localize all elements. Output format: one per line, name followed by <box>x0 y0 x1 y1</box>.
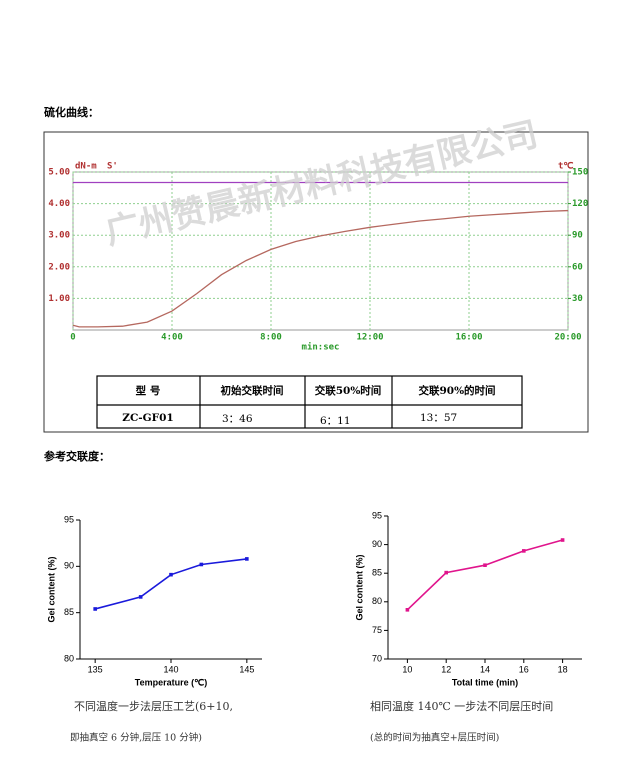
x-tick-label: 10 <box>402 664 412 674</box>
y-tick-label: 2.00 <box>48 262 70 272</box>
y-tick-label: 85 <box>64 607 74 617</box>
y-tick-label: 80 <box>64 653 74 663</box>
y-tick-label: 70 <box>372 653 382 663</box>
x-tick-label: 0 <box>70 333 75 343</box>
x-axis-label: Total time (min) <box>452 677 518 687</box>
data-point <box>93 607 97 611</box>
table-border <box>96 375 523 429</box>
y2-tick-label: 90 <box>572 231 583 241</box>
watermark: 广州赞晨新材料科技有限公司 <box>102 114 542 252</box>
y-tick-label: 4.00 <box>48 199 70 209</box>
x-tick-label: 16 <box>519 664 529 674</box>
section-heading: 硫化曲线： <box>44 105 99 119</box>
y-tick-label: 90 <box>372 539 382 549</box>
y2-tick-label: 150 <box>572 168 588 178</box>
data-point <box>522 549 526 553</box>
data-point <box>199 562 204 567</box>
y-axis-label: dN-m <box>75 162 97 172</box>
x-axis-label: min:sec <box>302 342 340 353</box>
x-tick-label: 4:00 <box>161 333 183 343</box>
series-line <box>406 539 563 611</box>
series-line <box>94 558 247 610</box>
data-point <box>169 572 173 577</box>
table <box>96 375 523 429</box>
rheometer-frame <box>43 131 589 433</box>
x-tick-label: 140 <box>163 664 178 674</box>
table-header: 型 号 <box>136 384 161 397</box>
table-header: 初始交联时间 <box>221 384 284 397</box>
caption: 即抽真空 6 分钟,层压 10 分钟) <box>70 732 202 744</box>
x-tick-label: 18 <box>558 664 568 674</box>
table-cell: ZC-GF01 <box>122 412 173 424</box>
x-tick-label: 16:00 <box>455 333 482 343</box>
y-tick-label: 95 <box>64 514 74 524</box>
x-axis-label: Temperature (℃) <box>135 677 207 687</box>
y-axis-label: Gel content (%) <box>46 556 56 622</box>
plot-area <box>72 171 569 331</box>
x-tick-label: 14 <box>480 664 490 674</box>
series-name: t℃ <box>558 161 574 172</box>
x-tick-label: 20:00 <box>554 333 581 343</box>
table-cell: 3：46 <box>222 413 253 425</box>
x-tick-label: 135 <box>88 664 103 674</box>
table-cell: 6：11 <box>320 415 351 427</box>
y-tick-label: 75 <box>372 625 382 635</box>
data-point <box>560 538 565 542</box>
y2-tick-label: 60 <box>572 262 583 272</box>
caption: 相同温度 140℃ 一步法不同层压时间 <box>370 699 553 713</box>
x-tick-label: 12 <box>441 664 451 674</box>
section-heading: 参考交联度： <box>44 449 110 463</box>
series-name: S' <box>107 162 118 172</box>
y-tick-label: 80 <box>372 596 382 606</box>
x-tick-label: 8:00 <box>260 333 282 343</box>
data-point <box>483 563 487 567</box>
y-axis-label: Gel content (%) <box>354 554 364 620</box>
data-point <box>138 595 143 599</box>
caption: 不同温度一步法层压工艺(6+10, <box>74 699 233 713</box>
data-point <box>405 608 410 612</box>
data-point <box>444 570 448 575</box>
y-tick-label: 85 <box>372 568 382 578</box>
y-tick-label: 90 <box>64 561 74 571</box>
series-line <box>72 209 569 328</box>
y-tick-label: 95 <box>372 510 382 520</box>
y-tick-label: 1.00 <box>48 294 70 304</box>
data-point <box>245 557 249 561</box>
y-tick-label: 5.00 <box>48 168 70 178</box>
table-header: 交联50%时间 <box>315 384 382 397</box>
table-cell: 13：57 <box>420 412 457 424</box>
y2-tick-label: 120 <box>572 199 588 209</box>
x-tick-label: 12:00 <box>356 333 383 343</box>
y-tick-label: 3.00 <box>48 231 70 241</box>
table-header: 交联90%的时间 <box>418 384 495 397</box>
x-tick-label: 145 <box>239 664 254 674</box>
y2-tick-label: 30 <box>572 294 583 304</box>
caption: (总的时间为抽真空+层压时间) <box>370 732 499 744</box>
